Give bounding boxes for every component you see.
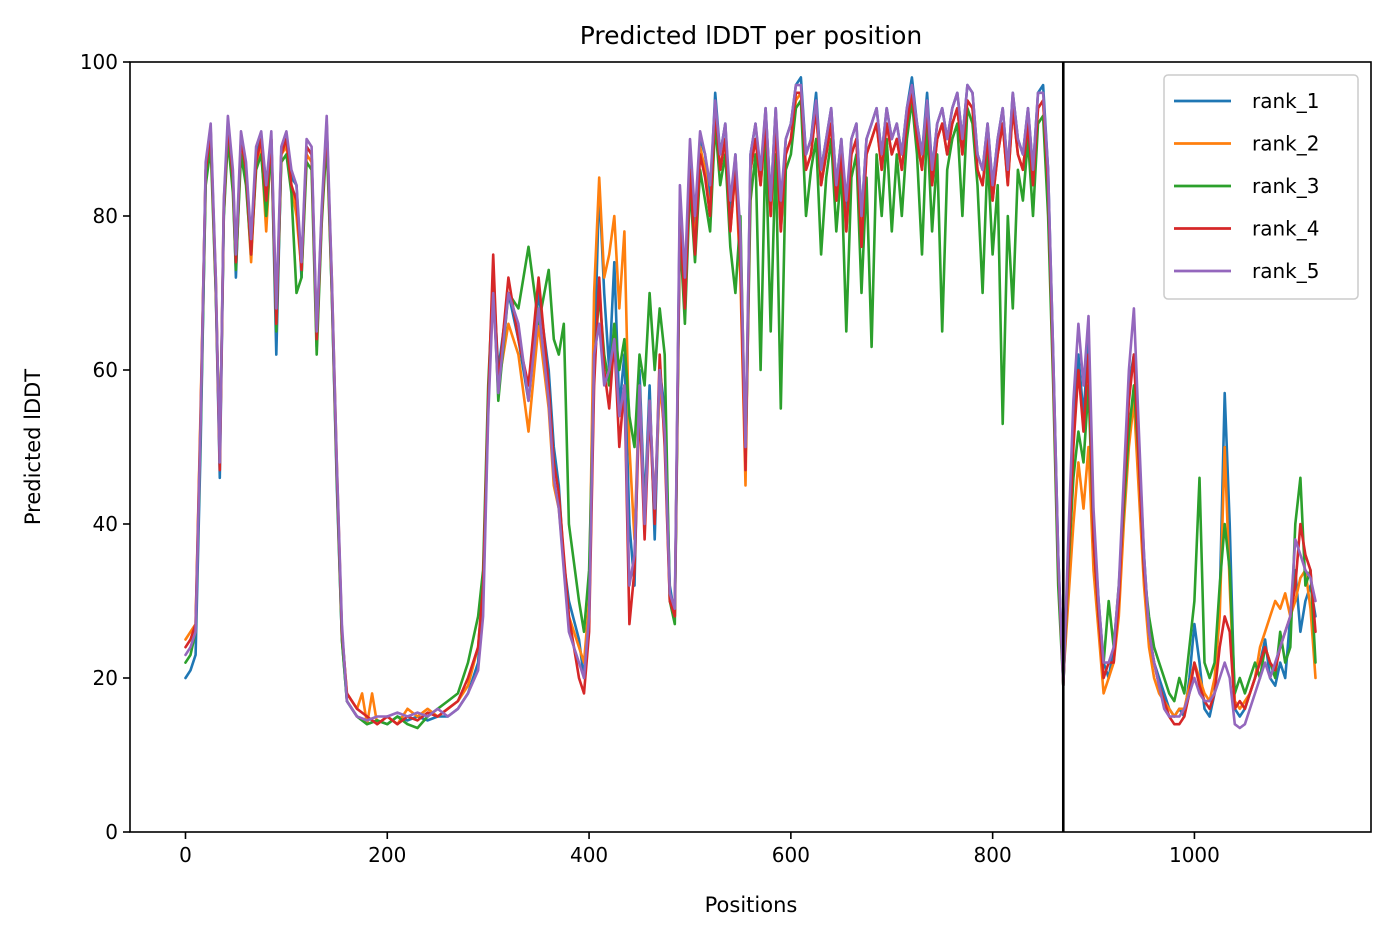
legend-label-rank_5: rank_5	[1252, 259, 1319, 283]
x-tick-label: 600	[772, 843, 810, 867]
y-tick-label: 20	[93, 666, 118, 690]
y-tick-label: 80	[93, 204, 118, 228]
y-tick-label: 0	[105, 820, 118, 844]
y-axis-title: Predicted lDDT	[21, 369, 45, 525]
x-tick-label: 200	[368, 843, 406, 867]
y-tick-label: 40	[93, 512, 118, 536]
series-line-rank_5	[184, 83, 1317, 730]
legend-label-rank_4: rank_4	[1252, 217, 1319, 241]
x-axis: 0 200 400 600 800 1000	[179, 832, 1220, 867]
legend-label-rank_1: rank_1	[1252, 89, 1319, 113]
plot-frame	[129, 61, 1372, 833]
chart-title: Predicted lDDT per position	[580, 21, 922, 50]
x-tick-label: 1000	[1169, 843, 1220, 867]
y-tick-label: 100	[80, 50, 118, 74]
x-tick-label: 800	[974, 843, 1012, 867]
legend-label-rank_3: rank_3	[1252, 174, 1319, 198]
y-tick-label: 60	[93, 358, 118, 382]
series-group	[184, 76, 1317, 730]
x-axis-title: Positions	[705, 893, 798, 917]
x-tick-label: 400	[570, 843, 608, 867]
plot-area	[129, 61, 1372, 833]
y-axis: 0 20 40 60 80 100	[80, 50, 130, 844]
legend-box	[1163, 74, 1359, 300]
legend-label-rank_2: rank_2	[1252, 132, 1319, 156]
x-tick-label: 0	[179, 843, 192, 867]
legend: rank_1 rank_2 rank_3 rank_4 rank_5	[1163, 74, 1359, 300]
